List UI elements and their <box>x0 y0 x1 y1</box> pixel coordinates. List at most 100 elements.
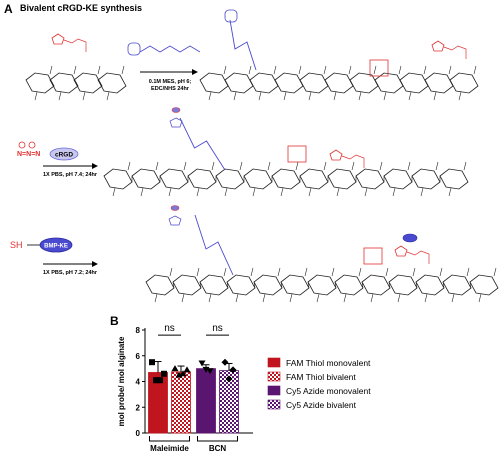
ring-substituent <box>493 267 497 277</box>
ring-substituent <box>348 65 352 75</box>
thiol-bmp-ke-reagent: SH BMP-KE <box>10 237 73 253</box>
ring-substituent <box>370 293 374 303</box>
ring-substituent <box>308 187 312 197</box>
data-point <box>229 366 237 374</box>
ring-substituent <box>121 65 125 75</box>
azide-crgd-reagent: N=N=N cRGD <box>17 141 79 161</box>
y-axis-label: mol probe/ mol alginate <box>117 336 126 426</box>
step-1-condition-line-2: EDC/NHS 24hr <box>151 85 189 92</box>
ring-substituent <box>155 161 159 171</box>
ring-substituent <box>283 91 287 101</box>
ring-substituent <box>420 187 424 197</box>
ring-substituent <box>358 267 362 277</box>
ring-substituent <box>343 293 347 303</box>
sugar-ring <box>439 168 469 190</box>
alginate-backbone-start <box>25 65 127 101</box>
ring-substituent <box>280 187 284 197</box>
ring-substituent <box>140 187 144 197</box>
ring-substituent <box>466 267 470 277</box>
maleimide-ring <box>51 33 65 45</box>
ring-substituent <box>250 267 254 277</box>
ring-substituent <box>412 267 416 277</box>
ring-substituent <box>127 161 131 171</box>
ring-substituent <box>408 91 412 101</box>
maleimide-hydrazide-group <box>431 40 467 59</box>
ring-substituent <box>385 267 389 277</box>
alginate-backbone-step-3 <box>145 267 499 303</box>
ring-substituent <box>262 293 266 303</box>
crgd-reagent-label: cRGD <box>55 152 73 159</box>
ring-substituent <box>351 161 355 171</box>
legend-swatch <box>267 385 281 396</box>
ring-substituent <box>168 187 172 197</box>
data-point <box>183 366 191 373</box>
legend-label: Cy5 Azide bivalent <box>286 400 357 410</box>
ring-substituent <box>154 293 158 303</box>
ring-substituent <box>196 187 200 197</box>
ring-substituent <box>423 65 427 75</box>
bar <box>171 371 191 434</box>
ring-substituent <box>223 65 227 75</box>
maleimide-hydrazide-group <box>329 149 365 168</box>
bcn-amine-ring <box>127 42 141 56</box>
ring-substituent <box>407 161 411 171</box>
ring-substituent <box>258 91 262 101</box>
ring-substituent <box>364 187 368 197</box>
y-tick-label: 0 <box>136 429 141 438</box>
step-1-condition-line-1: 0.1M MES, pH 6; <box>148 79 192 85</box>
ring-substituent <box>473 65 477 75</box>
step-1-conditions: 0.1M MES, pH 6; EDC/NHS 24hr <box>130 79 210 92</box>
significance-label: ns <box>164 323 175 334</box>
panel-a-title: Bivalent cRGD-KE synthesis <box>20 3 143 13</box>
bmp-ke-reagent-label: BMP-KE <box>44 244 68 250</box>
group-bracket <box>197 436 238 442</box>
hydrazide-chain <box>63 38 87 52</box>
ring-substituent <box>383 91 387 101</box>
ring-substituent <box>267 161 271 171</box>
ring-substituent <box>304 267 308 277</box>
data-point <box>157 377 163 384</box>
ring-substituent <box>439 267 443 277</box>
ring-substituent <box>97 65 101 75</box>
svg-text:N=N=N: N=N=N <box>17 151 40 158</box>
triazole-ring <box>168 215 182 226</box>
ring-substituent <box>273 65 277 75</box>
panel-a-label: A <box>4 2 13 16</box>
ring-substituent <box>58 91 62 101</box>
ring-substituent <box>106 91 110 101</box>
ring-substituent <box>169 267 173 277</box>
ring-substituent <box>208 293 212 303</box>
legend-swatch <box>267 357 281 368</box>
peg-linker <box>229 19 257 71</box>
ring-substituent <box>379 161 383 171</box>
ring-substituent <box>277 267 281 277</box>
step-3-conditions: 1X PBS, pH 7.2; 24hr <box>30 270 110 277</box>
data-point <box>171 365 179 372</box>
ring-substituent <box>448 65 452 75</box>
thiol-label: SH <box>10 240 23 250</box>
data-point <box>149 359 155 366</box>
ring-substituent <box>336 187 340 197</box>
ring-substituent <box>451 293 455 303</box>
ring-substituent <box>398 65 402 75</box>
ring-substituent <box>424 293 428 303</box>
ring-substituent <box>82 91 86 101</box>
ring-substituent <box>435 161 439 171</box>
alginate-backbone-step-2 <box>103 161 469 197</box>
hydrazide-chain <box>406 250 430 264</box>
y-tick-label: 6 <box>136 352 141 361</box>
crgd-probe-marker <box>170 205 180 211</box>
ring-substituent <box>463 161 467 171</box>
ring-substituent <box>295 161 299 171</box>
data-point <box>153 377 159 384</box>
ring-substituent <box>252 187 256 197</box>
bmp-ke-probe-marker <box>402 233 418 243</box>
panel-b-label: B <box>110 314 119 328</box>
ring-substituent <box>49 65 53 75</box>
ring-substituent <box>392 187 396 197</box>
data-point <box>206 368 214 375</box>
data-point <box>225 375 233 383</box>
ring-substituent <box>289 293 293 303</box>
triazole-ring <box>169 117 183 128</box>
